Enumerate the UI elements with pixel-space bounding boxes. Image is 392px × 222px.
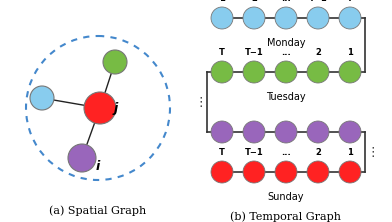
Text: T: T	[347, 0, 353, 3]
Text: Monday: Monday	[267, 38, 305, 48]
Circle shape	[243, 161, 265, 183]
Circle shape	[68, 144, 96, 172]
Text: T−1: T−1	[245, 148, 263, 157]
Text: (a) Spatial Graph: (a) Spatial Graph	[49, 205, 147, 216]
Text: 1: 1	[219, 0, 225, 3]
Circle shape	[211, 7, 233, 29]
Circle shape	[307, 61, 329, 83]
Circle shape	[307, 7, 329, 29]
Text: Sunday: Sunday	[268, 192, 304, 202]
Circle shape	[275, 7, 297, 29]
Circle shape	[84, 92, 116, 124]
Text: T: T	[219, 148, 225, 157]
Text: ...: ...	[281, 0, 291, 3]
Circle shape	[275, 121, 297, 143]
Text: T: T	[219, 48, 225, 57]
Text: T−1: T−1	[309, 0, 327, 3]
Circle shape	[339, 121, 361, 143]
Text: 2: 2	[251, 0, 257, 3]
Circle shape	[103, 50, 127, 74]
Text: j: j	[114, 101, 118, 115]
Circle shape	[339, 61, 361, 83]
Text: i: i	[96, 159, 100, 172]
Circle shape	[211, 161, 233, 183]
Circle shape	[243, 7, 265, 29]
Circle shape	[339, 161, 361, 183]
Text: ...: ...	[281, 48, 291, 57]
Circle shape	[243, 61, 265, 83]
Text: ⋮: ⋮	[195, 95, 207, 109]
Circle shape	[211, 61, 233, 83]
Text: ...: ...	[281, 148, 291, 157]
Circle shape	[275, 161, 297, 183]
Circle shape	[307, 121, 329, 143]
Text: (b) Temporal Graph: (b) Temporal Graph	[230, 211, 341, 222]
Circle shape	[211, 121, 233, 143]
Circle shape	[307, 161, 329, 183]
Text: T−1: T−1	[245, 48, 263, 57]
Text: ⋮: ⋮	[367, 145, 379, 159]
Text: 2: 2	[315, 48, 321, 57]
Circle shape	[275, 61, 297, 83]
Text: 2: 2	[315, 148, 321, 157]
Circle shape	[30, 86, 54, 110]
Text: 1: 1	[347, 48, 353, 57]
Circle shape	[339, 7, 361, 29]
Text: 1: 1	[347, 148, 353, 157]
Text: Tuesday: Tuesday	[266, 92, 306, 102]
Circle shape	[243, 121, 265, 143]
